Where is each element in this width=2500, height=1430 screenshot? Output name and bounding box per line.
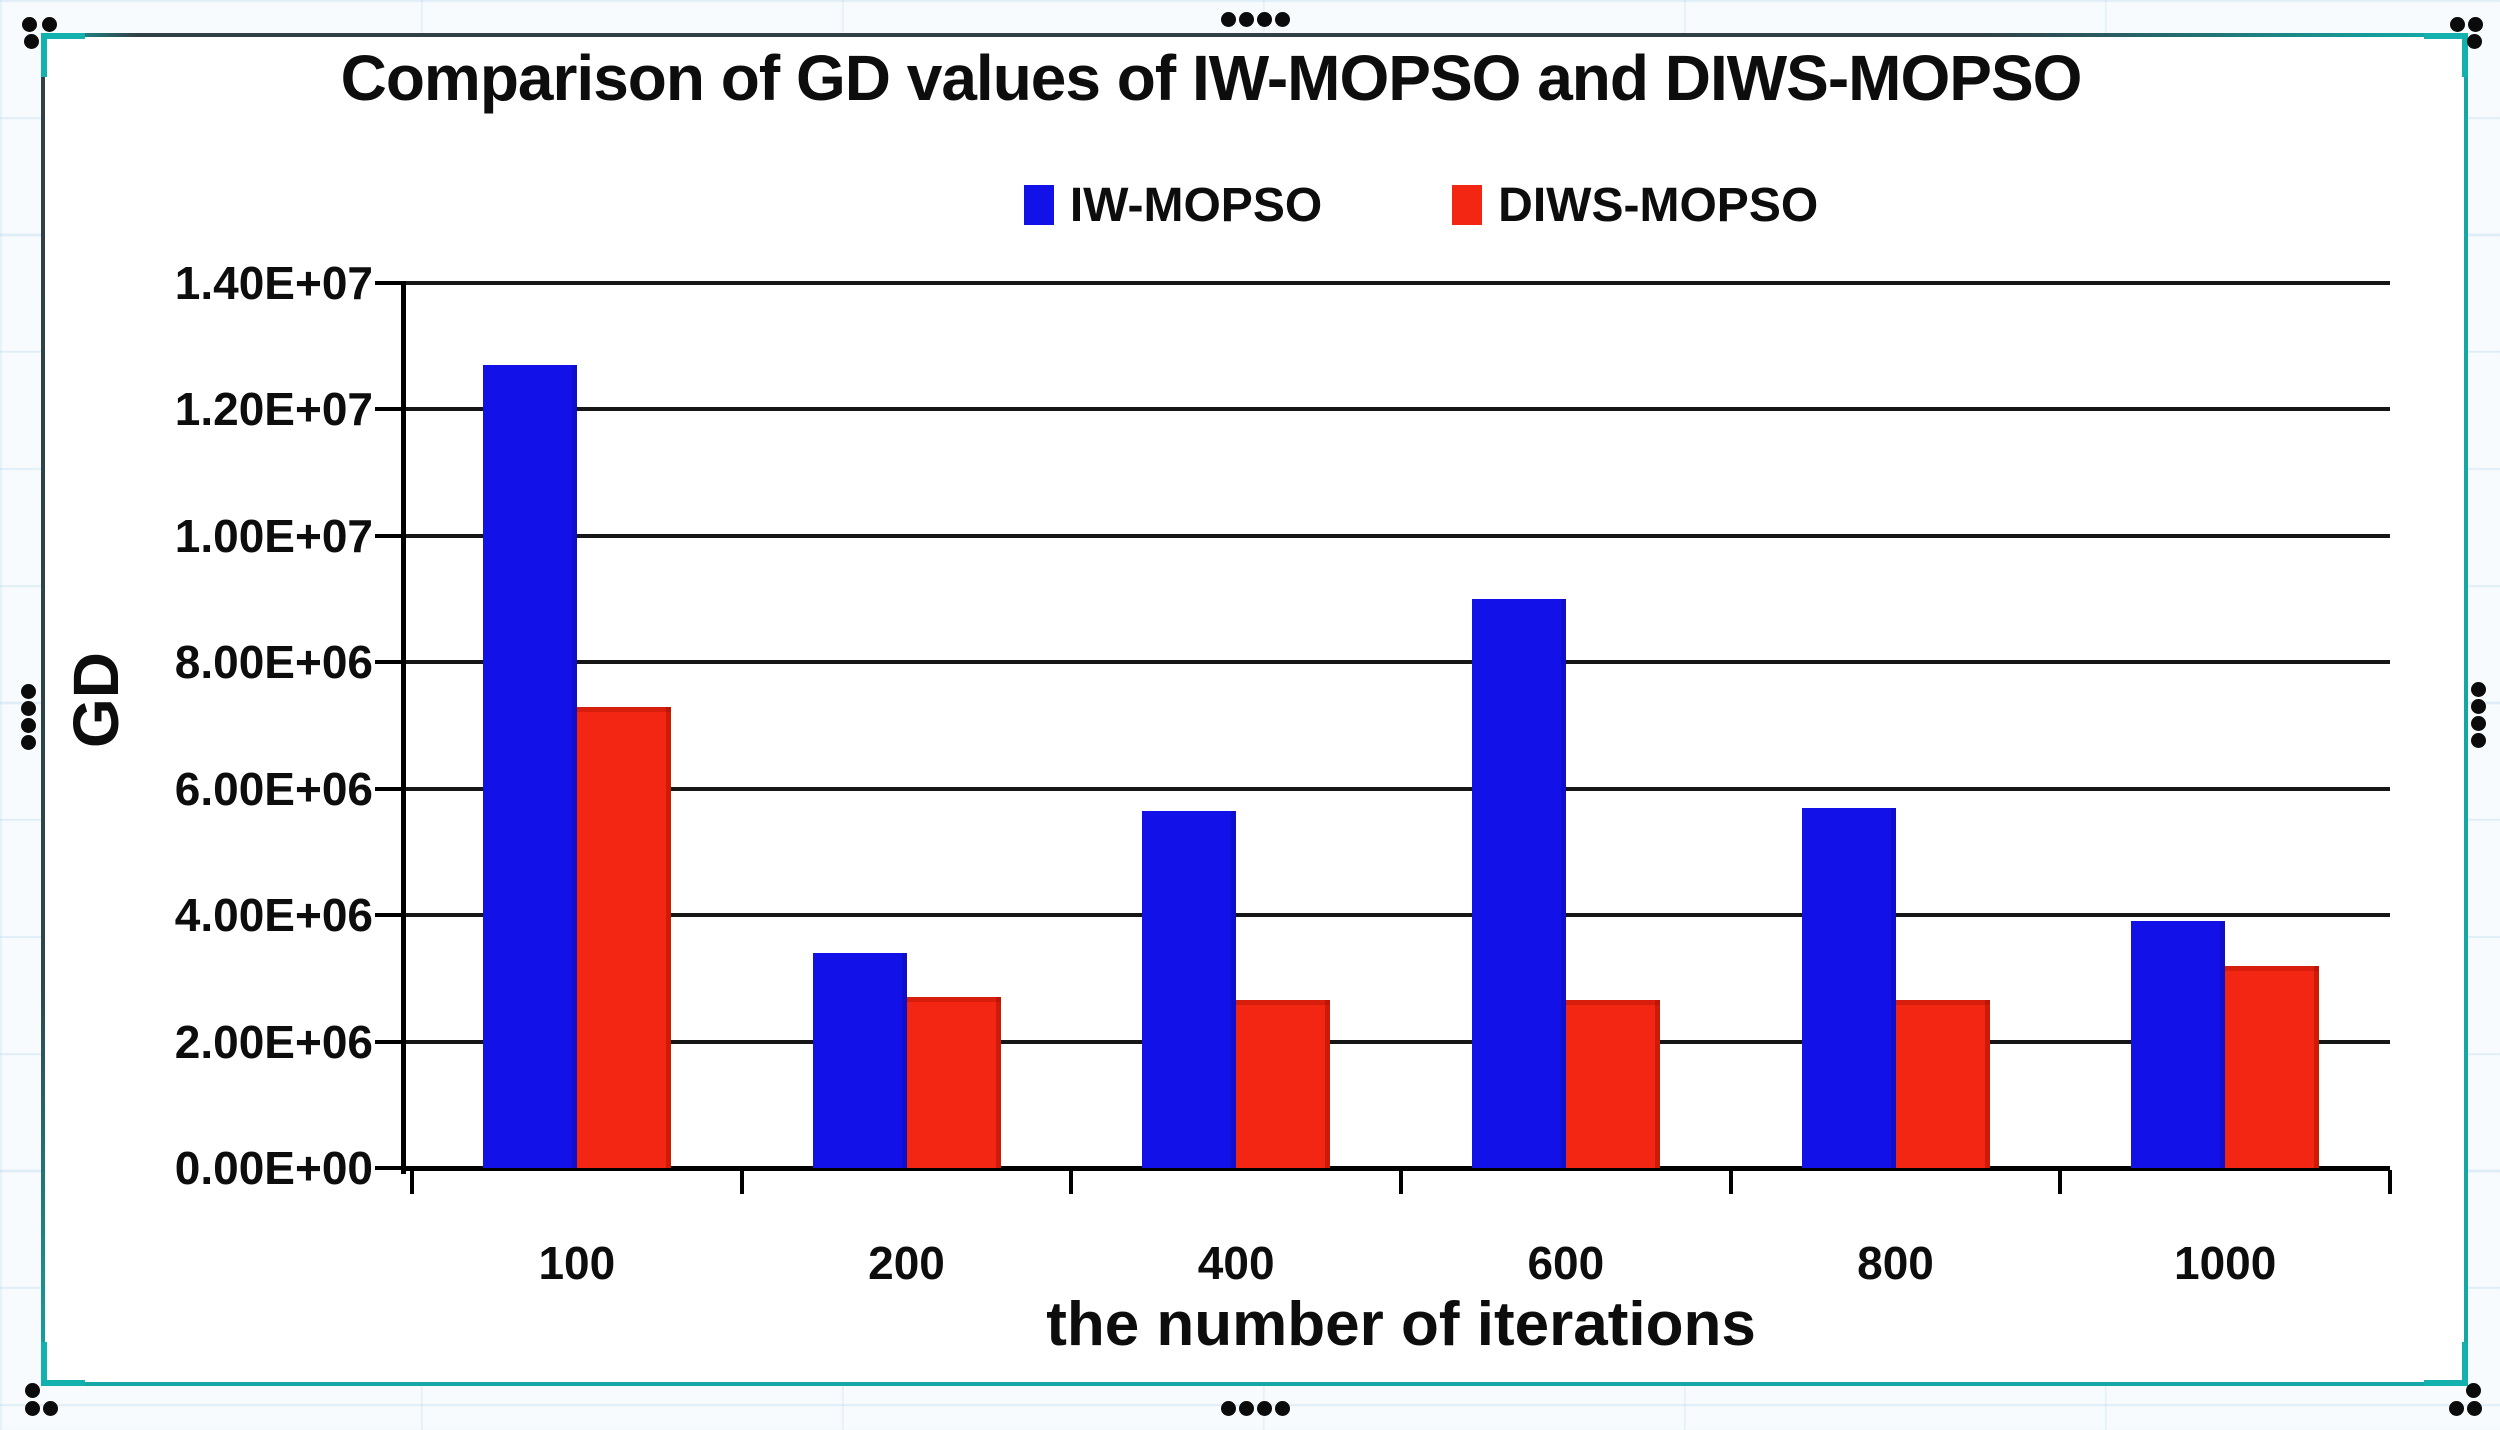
bar-diws-mopso-200[interactable] — [906, 997, 1001, 1168]
selection-handle-dot[interactable] — [2467, 1401, 2482, 1416]
legend-item-diws-mopso[interactable]: DIWS-MOPSO — [1452, 178, 1818, 233]
x-axis-tick — [1069, 1170, 1074, 1194]
y-axis-tick — [375, 1166, 401, 1170]
selection-handle-dot[interactable] — [2471, 699, 2486, 714]
selection-handle-dot[interactable] — [1257, 12, 1272, 27]
selection-handle-dot[interactable] — [1239, 1401, 1254, 1416]
bar-iw-mopso-100[interactable] — [482, 365, 577, 1168]
selection-handle-dot[interactable] — [25, 1383, 40, 1398]
bar-iw-mopso-600[interactable] — [1471, 599, 1566, 1168]
corner-bracket-bottom-left — [41, 1342, 85, 1386]
x-axis-tick — [2058, 1170, 2063, 1194]
bar-iw-mopso-200[interactable] — [812, 953, 907, 1168]
x-tick-label[interactable]: 800 — [1857, 1237, 1934, 1289]
bar-iw-mopso-400[interactable] — [1142, 810, 1237, 1168]
chart-border-left — [41, 33, 45, 1386]
y-axis-tick — [375, 660, 401, 665]
y-tick-label[interactable]: 4.00E+06 — [174, 889, 373, 942]
y-tick-label[interactable]: 2.00E+06 — [174, 1015, 373, 1068]
y-tick-label[interactable]: 1.20E+07 — [174, 383, 373, 436]
selection-handle-dot[interactable] — [25, 1401, 40, 1416]
bar-diws-mopso-800[interactable] — [1895, 1000, 1990, 1168]
x-tick-label[interactable]: 400 — [1197, 1237, 1275, 1289]
corner-bracket-top-right — [2424, 33, 2468, 77]
y-tick-label[interactable]: 1.00E+07 — [174, 509, 373, 562]
x-axis-title[interactable]: the number of iterations — [1046, 1290, 1756, 1359]
selection-handle-dot[interactable] — [1275, 12, 1290, 27]
plot-gridline — [401, 913, 2390, 918]
y-tick-label[interactable]: 6.00E+06 — [174, 762, 373, 815]
legend-swatch-iw-mopso — [1023, 185, 1054, 225]
selection-handle-dot[interactable] — [2466, 1383, 2481, 1398]
x-tick-label[interactable]: 1000 — [2173, 1237, 2277, 1289]
bar-diws-mopso-600[interactable] — [1565, 1000, 1660, 1168]
selection-handle-dot[interactable] — [21, 684, 36, 699]
corner-bracket-bottom-right — [2424, 1342, 2468, 1386]
selection-handle-dot[interactable] — [1257, 1401, 1272, 1416]
x-tick-label[interactable]: 200 — [868, 1237, 945, 1289]
selection-handle-dot[interactable] — [22, 17, 37, 32]
selection-handle-dot[interactable] — [1239, 12, 1254, 27]
chart-object[interactable]: Comparison of GD values of IW-MOPSO and … — [41, 33, 2468, 1386]
x-axis-tick — [2388, 1170, 2392, 1194]
y-axis-line — [401, 281, 406, 1174]
selection-handle-dot[interactable] — [2471, 716, 2486, 731]
x-tick-label[interactable]: 100 — [538, 1237, 616, 1289]
legend[interactable]: IW-MOPSO DIWS-MOPSO — [341, 173, 2500, 237]
y-axis-tick — [375, 533, 401, 538]
bar-iw-mopso-800[interactable] — [1801, 807, 1896, 1168]
y-axis-tick — [375, 1039, 401, 1044]
chart-border-bottom — [41, 1382, 2468, 1386]
selection-handle-dot[interactable] — [24, 34, 39, 49]
y-tick-label[interactable]: 8.00E+06 — [174, 636, 373, 689]
selection-handle-dot[interactable] — [1221, 12, 1236, 27]
chart-border-right — [2464, 33, 2468, 1386]
bar-iw-mopso-1000[interactable] — [2131, 921, 2226, 1168]
bar-diws-mopso-1000[interactable] — [2225, 965, 2320, 1168]
chart-title[interactable]: Comparison of GD values of IW-MOPSO and … — [340, 42, 2083, 114]
selection-handle-dot[interactable] — [2471, 733, 2486, 748]
x-axis-tick — [410, 1170, 414, 1194]
y-axis-tick — [375, 281, 401, 285]
selection-handle-dot[interactable] — [21, 701, 36, 716]
selection-handle-dot[interactable] — [42, 17, 57, 32]
x-axis-tick — [739, 1170, 744, 1194]
y-axis-tick — [375, 913, 401, 918]
selection-handle-dot[interactable] — [2450, 17, 2465, 32]
selection-handle-dot[interactable] — [21, 718, 36, 733]
plot-gridline — [401, 1039, 2390, 1044]
plot-gridline — [401, 281, 2390, 285]
plot-gridline — [401, 407, 2390, 412]
y-axis-tick — [375, 407, 401, 412]
selection-handle-dot[interactable] — [2471, 682, 2486, 697]
plot-gridline — [401, 533, 2390, 538]
x-axis-tick — [1399, 1170, 1403, 1194]
selection-handle-dot[interactable] — [2467, 34, 2482, 49]
bar-diws-mopso-400[interactable] — [1236, 1000, 1331, 1168]
selection-handle-dot[interactable] — [2468, 17, 2483, 32]
y-tick-label[interactable]: 0.00E+00 — [174, 1142, 373, 1194]
x-tick-label[interactable]: 600 — [1527, 1237, 1605, 1289]
legend-label-diws-mopso: DIWS-MOPSO — [1498, 178, 1819, 232]
bar-diws-mopso-100[interactable] — [576, 706, 671, 1168]
legend-swatch-diws-mopso — [1452, 185, 1483, 225]
legend-item-iw-mopso[interactable]: IW-MOPSO — [1023, 178, 1323, 233]
plot-gridline — [401, 660, 2390, 665]
y-axis-tick — [375, 786, 401, 791]
selection-handle-dot[interactable] — [1275, 1401, 1290, 1416]
chart-border-top — [41, 33, 2468, 37]
x-axis-line — [401, 1166, 2390, 1171]
legend-label-iw-mopso: IW-MOPSO — [1069, 178, 1323, 232]
plot-gridline — [401, 786, 2390, 791]
selection-handle-dot[interactable] — [1221, 1401, 1236, 1416]
x-axis-tick — [1728, 1170, 1733, 1194]
corner-bracket-top-left — [41, 33, 85, 77]
y-tick-label[interactable]: 1.40E+07 — [174, 257, 373, 309]
selection-handle-dot[interactable] — [43, 1401, 58, 1416]
selection-handle-dot[interactable] — [2449, 1401, 2464, 1416]
selection-handle-dot[interactable] — [21, 735, 36, 750]
